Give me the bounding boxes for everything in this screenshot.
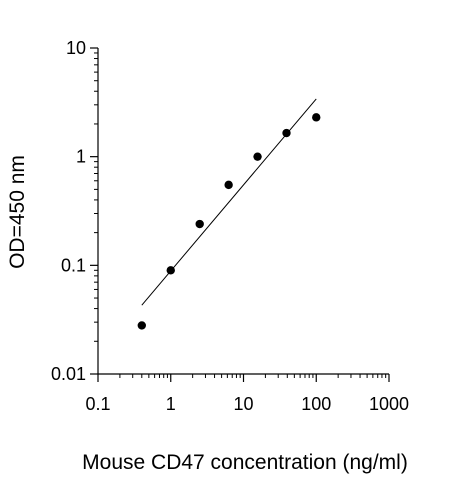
y-tick-label: 1	[76, 147, 86, 167]
fit-line	[141, 98, 317, 306]
data-point	[137, 321, 146, 330]
x-tick-label: 1	[166, 394, 176, 414]
x-axis-label: Mouse CD47 concentration (ng/ml)	[82, 451, 408, 474]
data-point	[253, 152, 262, 161]
data-point	[195, 219, 204, 229]
y-axis-label: OD=450 nm	[6, 155, 29, 269]
plot-area	[137, 98, 321, 330]
x-tick-label: 1000	[369, 394, 409, 414]
axes	[90, 47, 390, 382]
y-tick-label: 0.1	[61, 255, 86, 275]
tick-labels: 0.1 1 10 100 1000 0.01 0.1 1 10	[51, 38, 409, 414]
y-tick-label: 0.01	[51, 364, 86, 384]
y-tick-label: 10	[66, 38, 86, 58]
x-tick-label: 100	[301, 394, 331, 414]
data-point	[312, 113, 321, 122]
data-point	[224, 180, 233, 190]
x-tick-label: 10	[233, 394, 253, 414]
x-tick-label: 0.1	[85, 394, 110, 414]
